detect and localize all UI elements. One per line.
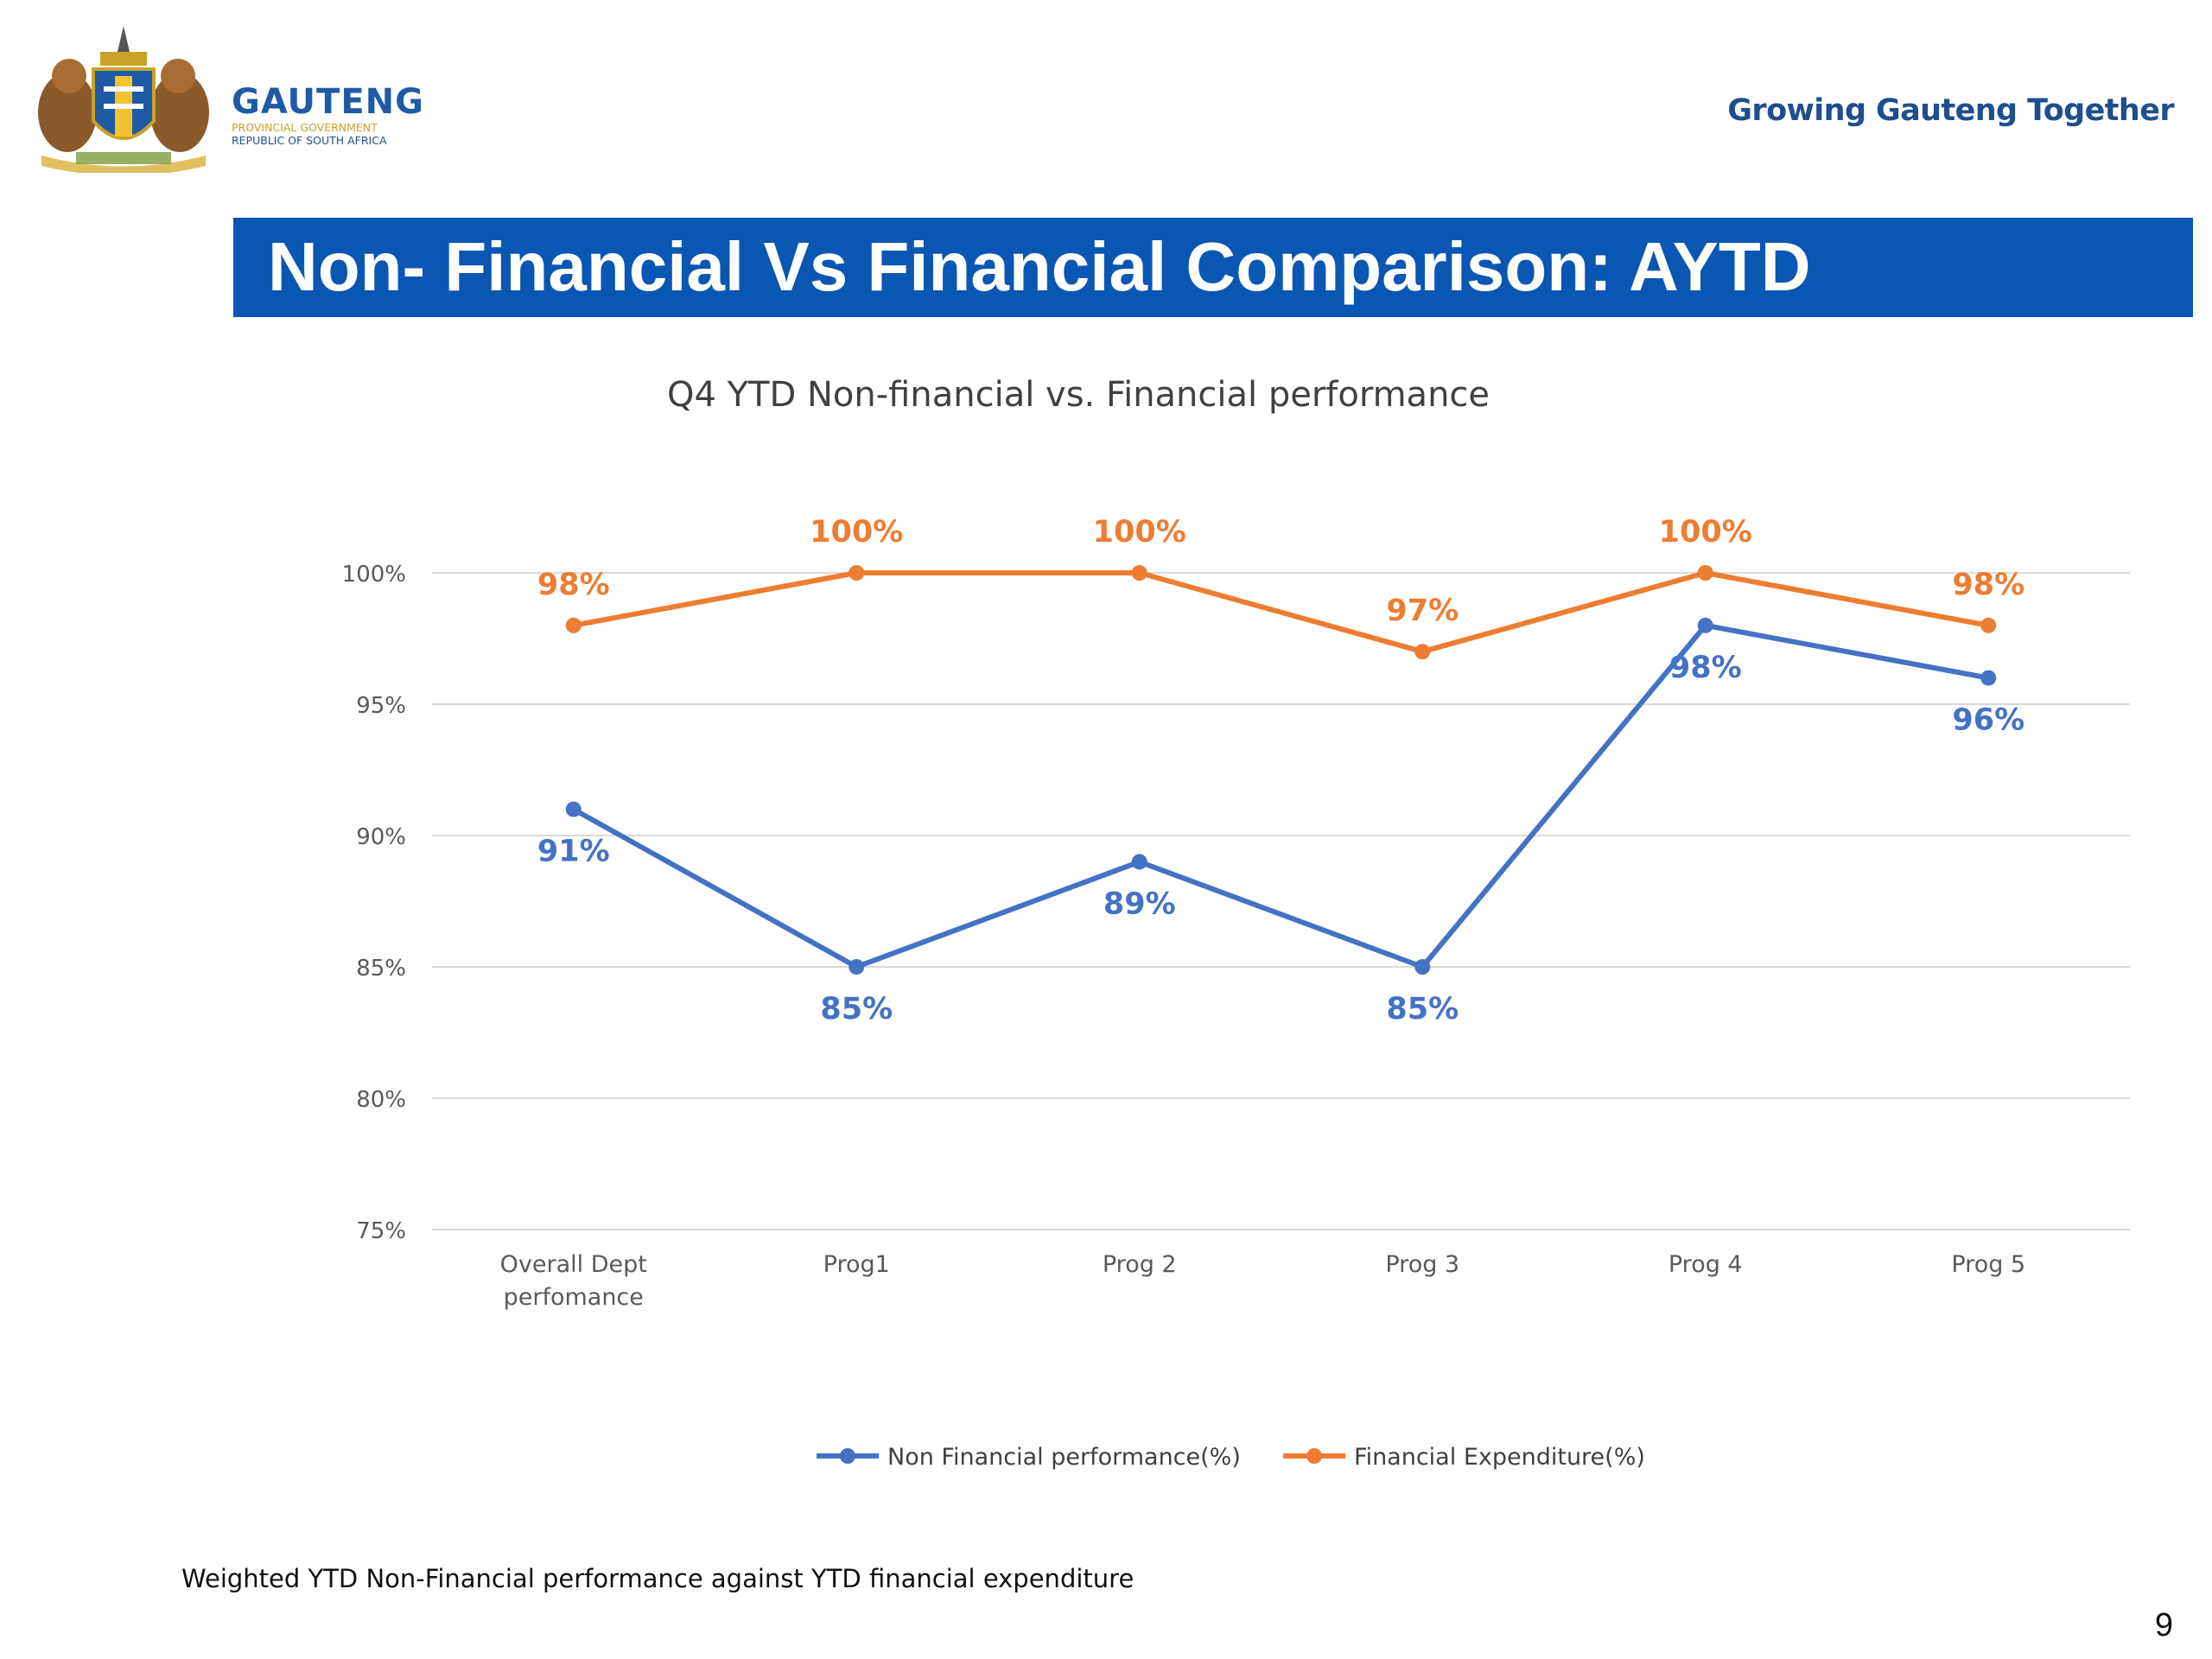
data-label: 98% bbox=[1669, 651, 1742, 685]
legend-marker bbox=[1306, 1448, 1322, 1464]
data-point bbox=[849, 959, 865, 975]
data-label: 89% bbox=[1103, 887, 1176, 921]
title-banner: Non- Financial Vs Financial Comparison: … bbox=[233, 218, 2193, 317]
data-point bbox=[1131, 565, 1147, 581]
data-label: 100% bbox=[1659, 515, 1752, 550]
tagline: Growing Gauteng Together bbox=[1727, 93, 2174, 128]
logo-title: GAUTENG bbox=[232, 82, 424, 122]
x-tick-label: Prog1 bbox=[823, 1251, 890, 1278]
series-line-2 bbox=[573, 570, 1989, 655]
data-point bbox=[1414, 959, 1431, 975]
data-point bbox=[565, 801, 582, 817]
legend-label: Non Financial performance(%) bbox=[887, 1444, 1241, 1471]
data-label: 98% bbox=[1952, 568, 2024, 602]
data-point bbox=[565, 617, 582, 633]
data-point bbox=[1697, 617, 1713, 633]
data-label: 98% bbox=[537, 568, 610, 602]
legend-marker bbox=[840, 1448, 855, 1464]
x-tick-label: Prog 4 bbox=[1669, 1251, 1743, 1278]
x-tick-label: Prog 3 bbox=[1385, 1251, 1459, 1278]
logo-subtitle-1: PROVINCIAL GOVERNMENT bbox=[232, 121, 378, 134]
data-label: 85% bbox=[820, 992, 893, 1027]
data-label: 100% bbox=[810, 515, 903, 550]
page-number: 9 bbox=[2154, 1607, 2173, 1643]
data-point bbox=[1414, 644, 1431, 660]
y-tick-label: 75% bbox=[356, 1218, 406, 1244]
y-tick-label: 90% bbox=[356, 824, 406, 850]
y-tick-label: 95% bbox=[356, 693, 406, 719]
data-label: 100% bbox=[1093, 515, 1186, 550]
data-label: 85% bbox=[1386, 992, 1459, 1027]
y-tick-label: 80% bbox=[356, 1087, 406, 1113]
data-point bbox=[849, 565, 865, 581]
data-point bbox=[1980, 617, 1997, 633]
slide-title: Non- Financial Vs Financial Comparison: … bbox=[268, 228, 1811, 305]
x-tick-label: perfomance bbox=[504, 1284, 644, 1311]
y-tick-label: 100% bbox=[342, 562, 406, 588]
gauteng-coat-of-arms-logo bbox=[38, 26, 209, 173]
legend-label: Financial Expenditure(%) bbox=[1354, 1444, 1645, 1471]
data-label: 96% bbox=[1952, 703, 2024, 738]
series-line-1 bbox=[572, 622, 1989, 969]
chart-title: Q4 YTD Non-financial vs. Financial perfo… bbox=[667, 375, 1490, 415]
data-point bbox=[1131, 854, 1147, 870]
data-point bbox=[1697, 565, 1713, 581]
footnote: Weighted YTD Non-Financial performance a… bbox=[181, 1564, 1135, 1593]
data-point bbox=[1980, 670, 1997, 686]
y-tick-label: 85% bbox=[356, 956, 406, 982]
x-tick-label: Prog 5 bbox=[1951, 1251, 2025, 1278]
x-tick-label: Overall Dept bbox=[500, 1251, 647, 1278]
logo-subtitle-2: REPUBLIC OF SOUTH AFRICA bbox=[232, 134, 387, 147]
x-tick-label: Prog 2 bbox=[1103, 1251, 1177, 1278]
data-label: 97% bbox=[1386, 594, 1459, 628]
data-label: 91% bbox=[537, 835, 610, 869]
